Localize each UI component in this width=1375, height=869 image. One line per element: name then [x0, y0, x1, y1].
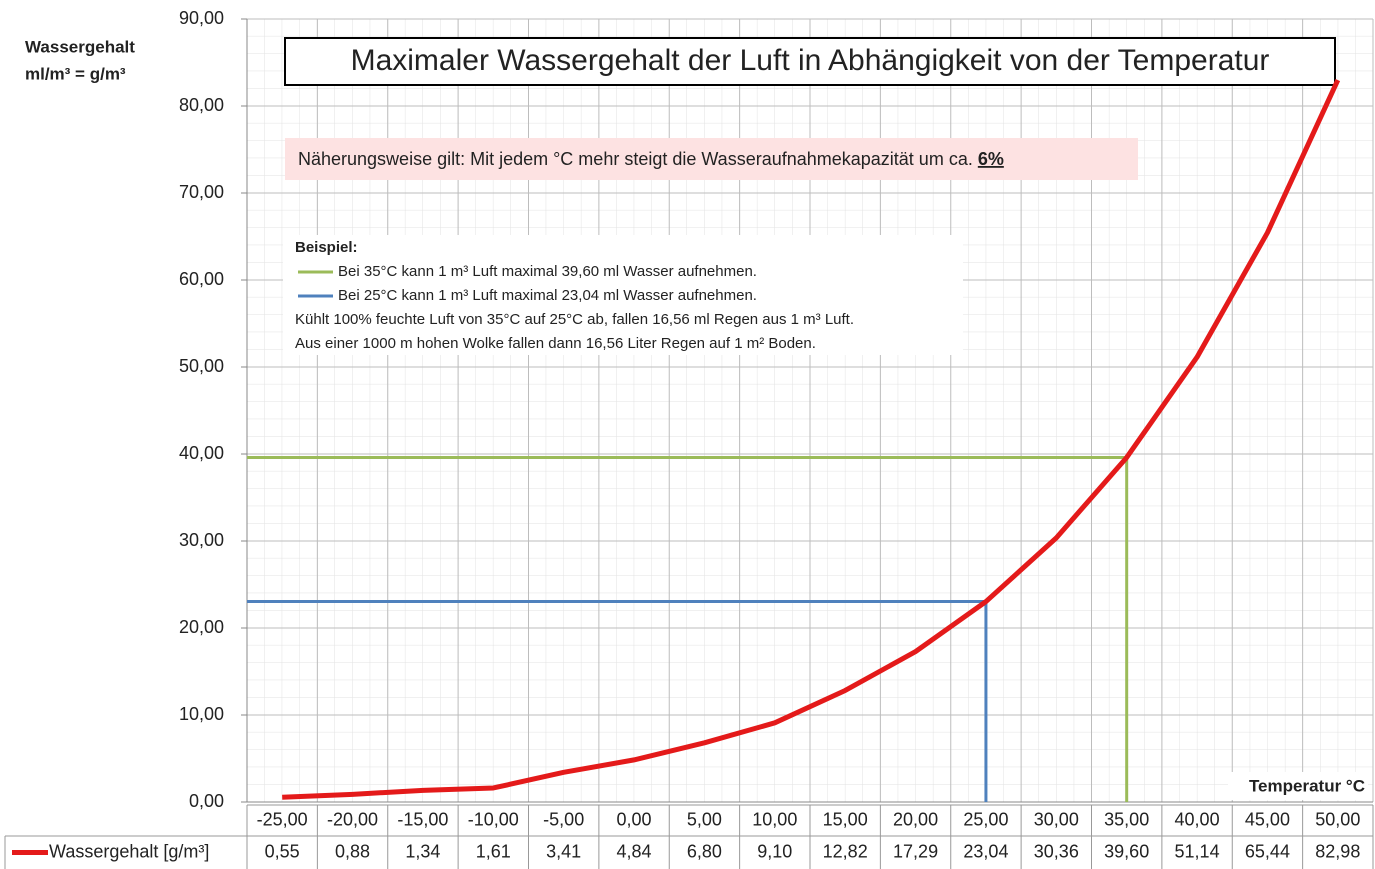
example-line: Aus einer 1000 m hohen Wolke fallen dann…: [295, 335, 816, 352]
title-box: [284, 37, 1336, 86]
x-tick-label: 50,00: [1315, 809, 1360, 829]
note-box: [285, 138, 1138, 180]
y-tick-label: 80,00: [179, 95, 224, 115]
x-tick-label: 0,00: [617, 809, 652, 829]
table-value: 0,55: [265, 841, 300, 861]
table-value: 82,98: [1315, 841, 1360, 861]
chart-title: Maximaler Wassergehalt der Luft in Abhän…: [351, 44, 1270, 77]
y-tick-label: 50,00: [179, 356, 224, 376]
example-heading: Beispiel:: [295, 239, 358, 256]
example-box: [283, 235, 963, 355]
y-tick-label: 70,00: [179, 182, 224, 202]
x-tick-label: 40,00: [1175, 809, 1220, 829]
x-tick-label: -10,00: [468, 809, 519, 829]
table-value: 3,41: [546, 841, 581, 861]
note-text: Näherungsweise gilt: Mit jedem °C mehr s…: [298, 149, 978, 169]
x-tick-label: 30,00: [1034, 809, 1079, 829]
x-tick-label: 20,00: [893, 809, 938, 829]
y-tick-label: 40,00: [179, 443, 224, 463]
note-emphasis: 6%: [978, 149, 1004, 169]
table-value: 6,80: [687, 841, 722, 861]
table-value: 23,04: [963, 841, 1008, 861]
x-tick-label: -25,00: [257, 809, 308, 829]
table-value: 9,10: [757, 841, 792, 861]
table-value: 4,84: [617, 841, 652, 861]
x-tick-label: 25,00: [963, 809, 1008, 829]
x-tick-label: 35,00: [1104, 809, 1149, 829]
reference-layer: [247, 455, 1129, 802]
y-tick-label: 60,00: [179, 269, 224, 289]
x-tick-label: 5,00: [687, 809, 722, 829]
example-line: Bei 35°C kann 1 m³ Luft maximal 39,60 ml…: [338, 263, 757, 280]
table-value: 1,61: [476, 841, 511, 861]
table-value: 0,88: [335, 841, 370, 861]
x-label-bg: [1228, 772, 1368, 800]
table-value: 65,44: [1245, 841, 1290, 861]
x-tick-label: -5,00: [543, 809, 584, 829]
x-axis-label: Temperatur °C: [1249, 776, 1365, 795]
table-value: 12,82: [823, 841, 868, 861]
x-tick-label: 10,00: [752, 809, 797, 829]
x-tick-label: 45,00: [1245, 809, 1290, 829]
x-tick-label: 15,00: [823, 809, 868, 829]
example-line: Bei 25°C kann 1 m³ Luft maximal 23,04 ml…: [338, 287, 757, 304]
x-tick-label: -20,00: [327, 809, 378, 829]
table-value: 17,29: [893, 841, 938, 861]
y-axis-label: ml/m³ = g/m³: [25, 64, 126, 83]
series-line: [282, 79, 1341, 800]
data-table: -25,00 -20,00 -15,00 -10,00 -5,00 0,00 5,00 10,…: [4, 804, 1374, 869]
table-value: 39,60: [1104, 841, 1149, 861]
legend-label: Wassergehalt [g/m³]: [49, 841, 209, 861]
y-tick-label: 20,00: [179, 617, 224, 637]
table-value: 1,34: [405, 841, 440, 861]
annotation-layer: Maximaler Wassergehalt der Luft in Abhän…: [25, 37, 1368, 800]
y-tick-label: 0,00: [189, 791, 224, 811]
note: Näherungsweise gilt: Mit jedem °C mehr s…: [298, 149, 1004, 169]
x-tick-label: -15,00: [397, 809, 448, 829]
plot-layer: [282, 79, 1341, 800]
table-value: 51,14: [1175, 841, 1220, 861]
y-tick-label: 90,00: [179, 8, 224, 28]
example-line: Kühlt 100% feuchte Luft von 35°C auf 25°…: [295, 311, 854, 328]
y-tick-label: 30,00: [179, 530, 224, 550]
y-axis-label: Wassergehalt: [25, 37, 135, 56]
table-value: 30,36: [1034, 841, 1079, 861]
y-tick-label: 10,00: [179, 704, 224, 724]
